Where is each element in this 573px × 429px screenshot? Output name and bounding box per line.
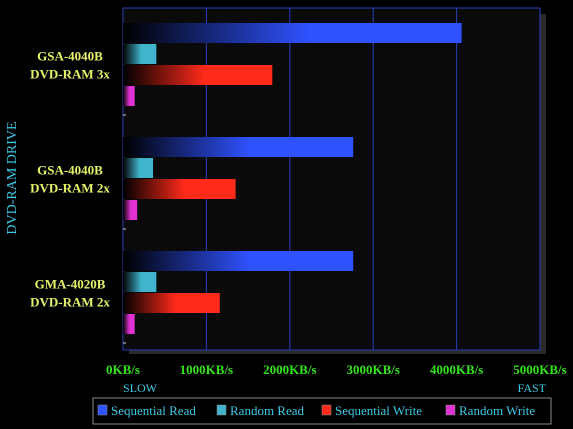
x-tick-label: 0KB/s xyxy=(106,362,140,377)
category-labels: GSA-4040B DVD-RAM 3x GSA-4040B DVD-RAM 2x GM… xyxy=(30,49,110,310)
bar-sequential-read xyxy=(123,23,462,43)
bar-sequential-write xyxy=(123,65,273,85)
legend-swatch xyxy=(445,404,456,416)
bar-random-write xyxy=(123,86,135,106)
bar-sequential-read xyxy=(123,251,354,271)
legend-label: Random Read xyxy=(230,403,305,418)
legend: Sequential Read Random Read Sequential Wri… xyxy=(92,397,552,425)
legend-swatch xyxy=(321,404,332,416)
category-label: GSA-4040B xyxy=(37,163,103,178)
legend-swatch xyxy=(97,404,108,416)
bar-sequential-read xyxy=(123,137,354,157)
x-range-min-label: SLOW xyxy=(123,381,158,395)
legend-label: Sequential Write xyxy=(335,403,422,418)
x-tick-labels: 0KB/s 1000KB/s 2000KB/s 3000KB/s 4000KB/s 500… xyxy=(106,362,567,377)
bars xyxy=(123,23,462,344)
category-label: DVD-RAM 2x xyxy=(30,295,110,310)
bar-random-write xyxy=(123,200,138,220)
bar-sequential-write xyxy=(123,293,220,313)
x-tick-label: 5000KB/s xyxy=(513,362,566,377)
x-tick-label: 3000KB/s xyxy=(346,362,399,377)
category-label: DVD-RAM 2x xyxy=(30,181,110,196)
category-label: GSA-4040B xyxy=(37,49,103,64)
bar-random-read xyxy=(123,44,157,64)
bar-random-write xyxy=(123,314,135,334)
bar-sequential-write xyxy=(123,179,236,199)
legend-label: Sequential Read xyxy=(111,403,196,418)
category-label: GMA-4020B xyxy=(35,277,106,292)
bar-random-read xyxy=(123,158,154,178)
legend-swatch xyxy=(216,404,227,416)
y-axis-title: DVD-RAM DRIVE xyxy=(5,121,20,234)
category-label: DVD-RAM 3x xyxy=(30,67,110,82)
bar-random-read xyxy=(123,272,157,292)
x-tick-label: 2000KB/s xyxy=(263,362,316,377)
legend-label: Random Write xyxy=(459,403,535,418)
x-tick-label: 4000KB/s xyxy=(430,362,483,377)
x-range-max-label: FAST xyxy=(518,381,547,395)
x-tick-label: 1000KB/s xyxy=(180,362,233,377)
